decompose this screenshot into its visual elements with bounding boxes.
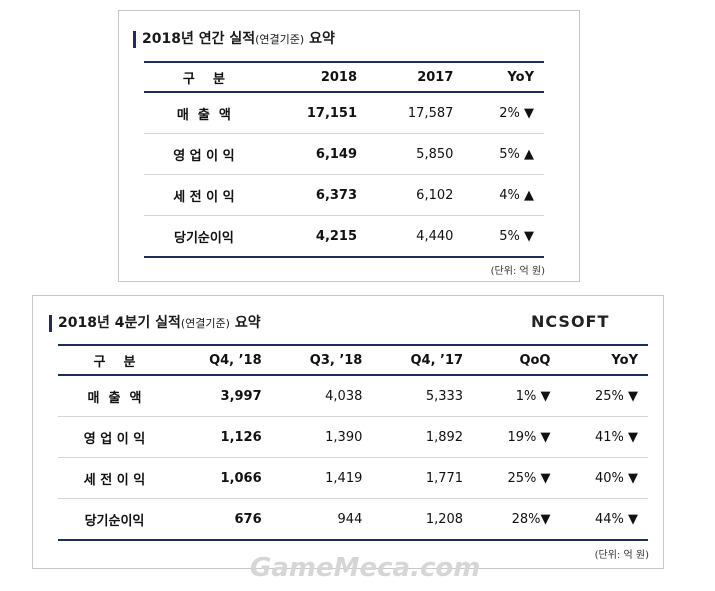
header-cell: 2018 [263,61,368,93]
cell: 1% ▼ [473,375,561,417]
header-cell: 2017 [367,61,464,93]
title-tail: 요약 [234,315,261,331]
cell: 6,373 [263,174,368,216]
title-tail: 요약 [309,31,335,47]
table-row: 당기순이익 676 944 1,208 28%▼ 44% ▼ [58,498,648,541]
unit-note: (단위: 억 원) [490,266,545,277]
header-cell: YoY [463,61,544,93]
cell: 676 [170,498,272,541]
cell: 4,215 [263,215,368,258]
row-label: 매 출 액 [58,375,171,417]
table-row: 매 출 액 17,151 17,587 2% ▼ [144,92,544,134]
header-cell: Q4, ’17 [372,344,474,376]
cell: 19% ▼ [473,416,561,458]
row-label: 당기순이익 [58,498,171,541]
cell: 944 [271,498,373,541]
cell: 41% ▼ [560,416,648,458]
cell: 17,151 [263,92,368,134]
annual-table: 구 분 2018 2017 YoY 매 출 액 17,151 17,587 2% ▼ 영 업 이… [144,61,544,258]
cell: 1,126 [170,416,272,458]
table-row: 영 업 이 익 1,126 1,390 1,892 19% ▼ 41% ▼ [58,416,648,458]
logo: NCSOFT [531,312,610,331]
title-main: 2018년 연간 실적 [142,31,256,47]
row-label: 영 업 이 익 [58,416,171,458]
unit-note: (단위: 억 원) [594,550,649,561]
watermark: GameMeca.com [250,553,481,583]
row-label: 영 업 이 익 [144,133,264,175]
cell: 1,419 [271,457,373,499]
cell: 1,066 [170,457,272,499]
table-row: 세 전 이 익 1,066 1,419 1,771 25% ▼ 40% ▼ [58,457,648,499]
annual-panel: 2018년 연간 실적(연결기준) 요약 구 분 2018 2017 YoY 매 출 액… [118,10,580,282]
annual-title: 2018년 연간 실적(연결기준) 요약 [133,31,335,48]
cell: 44% ▼ [560,498,648,541]
cell: 5% ▲ [463,133,544,175]
title-note: (연결기준) [180,317,230,330]
row-label: 당기순이익 [144,215,264,258]
cell: 4% ▲ [463,174,544,216]
header-row: 구 분 2018 2017 YoY [144,61,544,93]
header-cell: 구 분 [144,61,264,93]
title-note: (연결기준) [255,33,305,46]
cell: 28%▼ [473,498,561,541]
cell: 4,440 [367,215,464,258]
cell: 6,102 [367,174,464,216]
row-label: 세 전 이 익 [144,174,264,216]
cell: 5,850 [367,133,464,175]
cell: 40% ▼ [560,457,648,499]
row-label: 매 출 액 [144,92,264,134]
header-cell: Q3, ’18 [271,344,373,376]
cell: 4,038 [271,375,373,417]
cell: 1,390 [271,416,373,458]
cell: 25% ▼ [560,375,648,417]
header-cell: QoQ [473,344,561,376]
header-row: 구 분 Q4, ’18 Q3, ’18 Q4, ’17 QoQ YoY [58,344,648,376]
quarterly-panel: 2018년 4분기 실적(연결기준) 요약 NCSOFT 구 분 Q4, ’18 Q… [32,295,664,569]
header-cell: 구 분 [58,344,171,376]
cell: 1,208 [372,498,474,541]
header-cell: Q4, ’18 [170,344,272,376]
table-row: 당기순이익 4,215 4,440 5% ▼ [144,215,544,258]
title-main: 2018년 4분기 실적 [58,315,181,331]
quarterly-table: 구 분 Q4, ’18 Q3, ’18 Q4, ’17 QoQ YoY 매 출 액 3,997… [58,344,648,541]
header-cell: YoY [560,344,648,376]
cell: 1,771 [372,457,474,499]
table-row: 영 업 이 익 6,149 5,850 5% ▲ [144,133,544,175]
cell: 25% ▼ [473,457,561,499]
quarterly-title: 2018년 4분기 실적(연결기준) 요약 [49,315,261,332]
cell: 1,892 [372,416,474,458]
table-row: 세 전 이 익 6,373 6,102 4% ▲ [144,174,544,216]
table-row: 매 출 액 3,997 4,038 5,333 1% ▼ 25% ▼ [58,375,648,417]
cell: 6,149 [263,133,368,175]
cell: 3,997 [170,375,272,417]
cell: 17,587 [367,92,464,134]
cell: 2% ▼ [463,92,544,134]
row-label: 세 전 이 익 [58,457,171,499]
cell: 5% ▼ [463,215,544,258]
cell: 5,333 [372,375,474,417]
